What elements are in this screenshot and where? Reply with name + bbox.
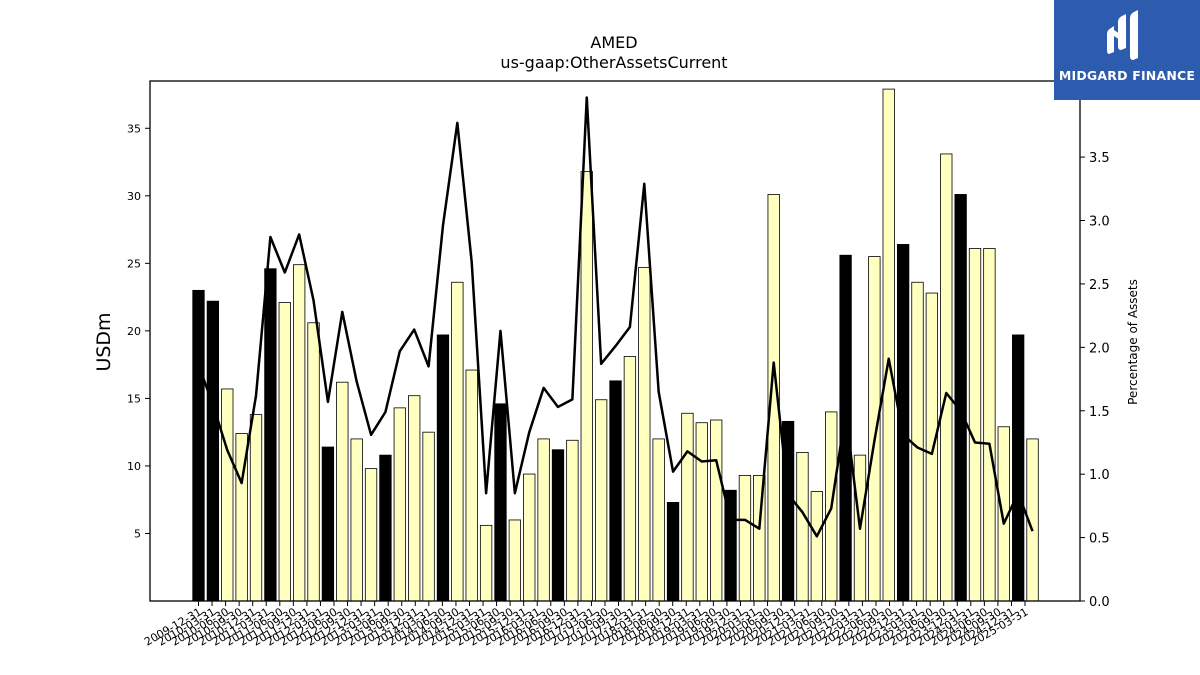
plot-frame [149,80,1081,602]
bar [192,289,205,602]
bar [264,268,277,602]
bar [738,474,752,602]
bar [508,519,522,602]
bar [422,431,435,602]
bar [638,266,651,602]
bar [350,438,363,602]
bar [537,438,550,602]
bar [379,454,392,602]
y-axis-label: USDm [93,312,115,371]
bar [307,322,320,602]
midgard-m-logo-icon [1107,10,1138,60]
bar [868,256,881,602]
bar [580,171,593,602]
bar [594,399,608,602]
bar [278,302,291,602]
bars-layer [192,88,1039,602]
bar [925,292,939,602]
y-tick-label: 20 [127,325,141,338]
y-tick-label: 10 [127,460,141,473]
bar [321,446,335,602]
bar [681,412,694,602]
bar [896,244,910,602]
bar [479,524,493,602]
bar [796,452,809,602]
line-layer [197,96,1034,538]
bar [393,407,406,602]
chart-title: AMED [590,33,637,52]
chart-subtitle: us-gaap:OtherAssetsCurrent [500,53,727,72]
y2-tick-label: 0.5 [1089,532,1110,547]
logo-text: MIDGARD FINANCE [1058,68,1196,83]
bar [221,388,234,602]
bar [968,248,982,602]
y2-axis-label: Percentage of Assets [1126,279,1140,405]
bar [983,248,996,602]
bar [652,438,665,602]
y2-tick-label: 3.5 [1089,151,1110,166]
midgard-finance-logo: MIDGARD FINANCE [1054,0,1200,100]
bar [882,88,895,602]
bar [206,300,220,602]
bar [523,473,536,602]
bar [293,264,306,602]
bar [566,439,579,602]
bar [408,395,421,602]
bar [1012,334,1025,602]
y2-tick-label: 1.0 [1089,468,1110,483]
bar [465,369,478,602]
percentage-line [197,96,1034,538]
y-tick-label: 5 [134,527,141,540]
y2-tick-label: 2.5 [1089,278,1110,293]
bar [810,491,823,602]
bar [364,468,378,602]
bar [336,381,349,602]
bar [839,254,852,602]
bar [436,334,450,602]
y2-tick-label: 2.0 [1089,341,1110,356]
bar [494,403,507,602]
bar [695,422,708,602]
bar [710,419,723,602]
bar [940,153,953,602]
bar [666,501,680,602]
y2-tick-label: 3.0 [1089,215,1110,230]
y2-tick-label: 1.5 [1089,405,1110,420]
y-tick-label: 35 [127,122,141,135]
bar [249,414,263,602]
bar [609,380,622,602]
bar [451,281,464,602]
y2-tick-label: 0.0 [1089,595,1110,610]
bar [623,356,637,602]
bar [551,449,565,602]
y-tick-label: 15 [127,392,141,405]
y-tick-label: 25 [127,257,141,270]
y-tick-label: 30 [127,190,141,203]
bar [954,194,967,602]
bar [911,281,924,602]
